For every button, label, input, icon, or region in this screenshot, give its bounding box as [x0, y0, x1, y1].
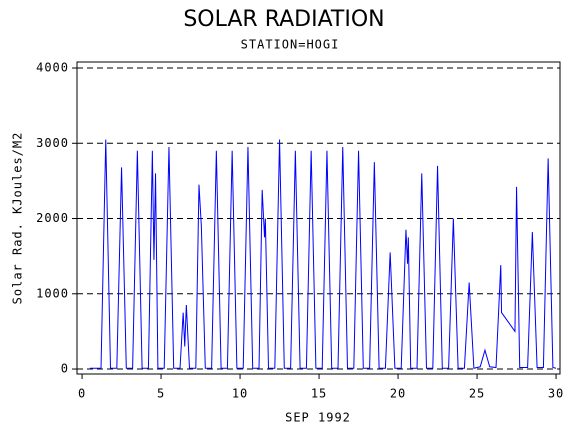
data-line — [89, 139, 557, 369]
x-tick-label: 25 — [469, 387, 485, 401]
y-tick-label: 1000 — [36, 286, 69, 300]
plot-frame — [76, 61, 561, 375]
x-tick-label: 15 — [311, 387, 327, 401]
x-tick-label: 5 — [157, 387, 165, 401]
x-tick-label: 0 — [78, 387, 86, 401]
x-tick-label: 20 — [390, 387, 406, 401]
x-tick-label: 10 — [232, 387, 248, 401]
y-tick-label: 4000 — [36, 61, 69, 75]
x-tick-label: 30 — [548, 387, 564, 401]
chart-title: SOLAR RADIATION — [183, 7, 384, 32]
y-tick-label: 3000 — [36, 136, 69, 150]
y-tick-label: 0 — [61, 362, 69, 376]
y-axis-label: Solar Rad. KJoules/M2 — [11, 132, 25, 305]
x-axis-label: SEP 1992 — [285, 411, 351, 425]
y-tick-label: 2000 — [36, 211, 69, 225]
chart-subtitle: STATION=HOGI — [241, 38, 340, 52]
